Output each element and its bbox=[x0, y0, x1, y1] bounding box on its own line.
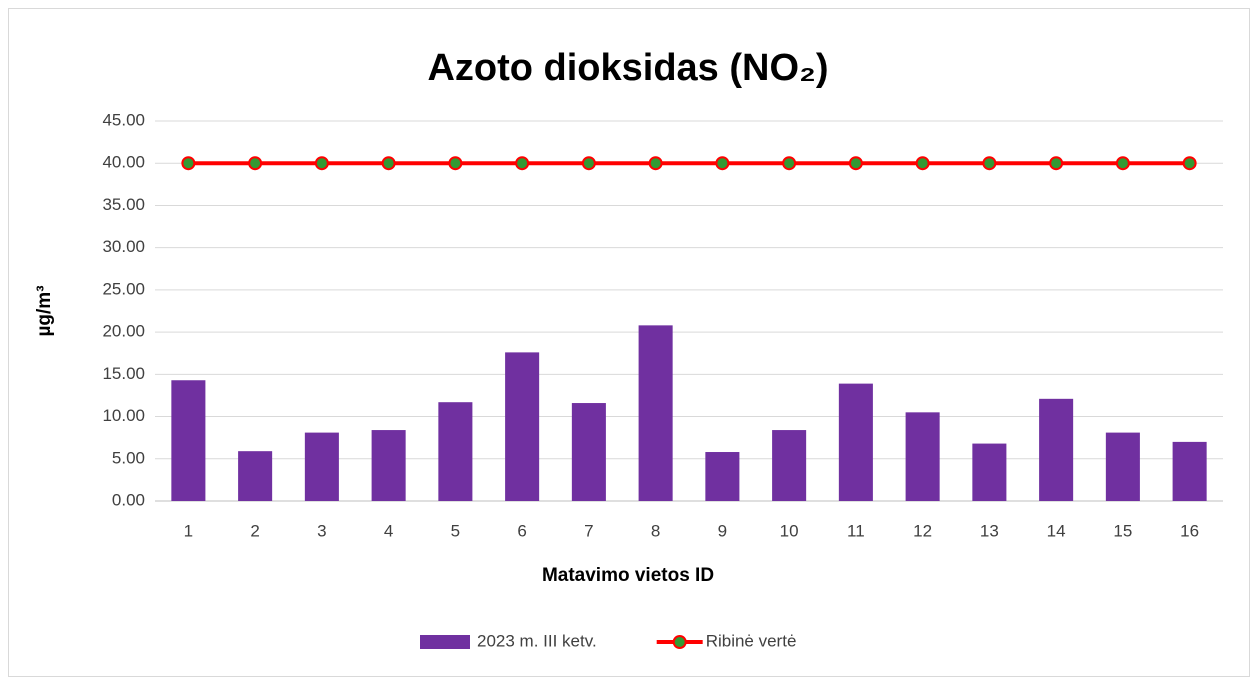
chart-border bbox=[8, 8, 1250, 677]
legend-label: Ribinė vertė bbox=[706, 631, 797, 650]
y-tick-label: 25.00 bbox=[102, 279, 145, 298]
line-marker bbox=[181, 156, 196, 171]
line-marker bbox=[248, 156, 263, 171]
x-tick-label: 2 bbox=[250, 521, 259, 540]
y-tick-label: 35.00 bbox=[102, 195, 145, 214]
bar bbox=[371, 430, 406, 501]
y-tick-label: 45.00 bbox=[102, 110, 145, 129]
bar bbox=[1039, 398, 1074, 501]
x-tick-label: 1 bbox=[184, 521, 193, 540]
x-tick-label: 14 bbox=[1047, 521, 1066, 540]
x-tick-label: 3 bbox=[317, 521, 326, 540]
bar bbox=[571, 403, 606, 501]
x-tick-label: 10 bbox=[780, 521, 799, 540]
bar bbox=[1105, 432, 1140, 501]
x-tick-label: 11 bbox=[847, 521, 865, 540]
bar bbox=[1172, 441, 1207, 501]
legend-marker bbox=[672, 635, 687, 649]
line-marker bbox=[381, 156, 396, 171]
bar bbox=[972, 443, 1007, 501]
bar bbox=[171, 380, 206, 501]
line-marker bbox=[648, 156, 663, 171]
line-marker bbox=[715, 156, 730, 171]
bar bbox=[772, 430, 807, 501]
x-axis-label: Matavimo vietos ID bbox=[542, 565, 714, 586]
line-marker bbox=[982, 156, 997, 171]
bar bbox=[438, 402, 473, 501]
line-marker bbox=[848, 156, 863, 171]
y-tick-label: 10.00 bbox=[102, 406, 145, 425]
y-tick-label: 5.00 bbox=[112, 448, 145, 467]
x-tick-label: 5 bbox=[451, 521, 460, 540]
y-tick-label: 20.00 bbox=[102, 322, 145, 341]
y-tick-label: 0.00 bbox=[112, 490, 145, 509]
line-marker bbox=[1115, 156, 1130, 171]
y-tick-label: 40.00 bbox=[102, 153, 145, 172]
x-tick-label: 9 bbox=[718, 521, 727, 540]
line-marker bbox=[314, 156, 329, 171]
x-tick-label: 8 bbox=[651, 521, 660, 540]
x-tick-label: 12 bbox=[913, 521, 932, 540]
x-tick-label: 4 bbox=[384, 521, 393, 540]
bar bbox=[905, 412, 940, 501]
bar bbox=[238, 451, 273, 501]
line-marker bbox=[1049, 156, 1064, 171]
y-tick-label: 30.00 bbox=[102, 237, 145, 256]
x-tick-label: 13 bbox=[980, 521, 999, 540]
x-tick-label: 16 bbox=[1180, 521, 1199, 540]
legend-label: 2023 m. III ketv. bbox=[477, 631, 597, 650]
line-marker bbox=[448, 156, 463, 171]
y-tick-label: 15.00 bbox=[102, 364, 145, 383]
line-marker bbox=[915, 156, 930, 171]
x-tick-label: 7 bbox=[584, 521, 593, 540]
bar bbox=[638, 325, 673, 501]
legend-swatch bbox=[420, 635, 470, 649]
chart-title: Azoto dioksidas (NO₂) bbox=[427, 47, 828, 89]
bar bbox=[838, 383, 873, 501]
y-axis-label: µg/m³ bbox=[34, 285, 55, 336]
bar bbox=[505, 352, 540, 501]
line-marker bbox=[515, 156, 530, 171]
line-marker bbox=[581, 156, 596, 171]
bar bbox=[705, 452, 740, 501]
bar bbox=[304, 432, 339, 501]
x-tick-label: 15 bbox=[1113, 521, 1132, 540]
line-marker bbox=[782, 156, 797, 171]
line-marker bbox=[1182, 156, 1197, 171]
x-tick-label: 6 bbox=[517, 521, 526, 540]
